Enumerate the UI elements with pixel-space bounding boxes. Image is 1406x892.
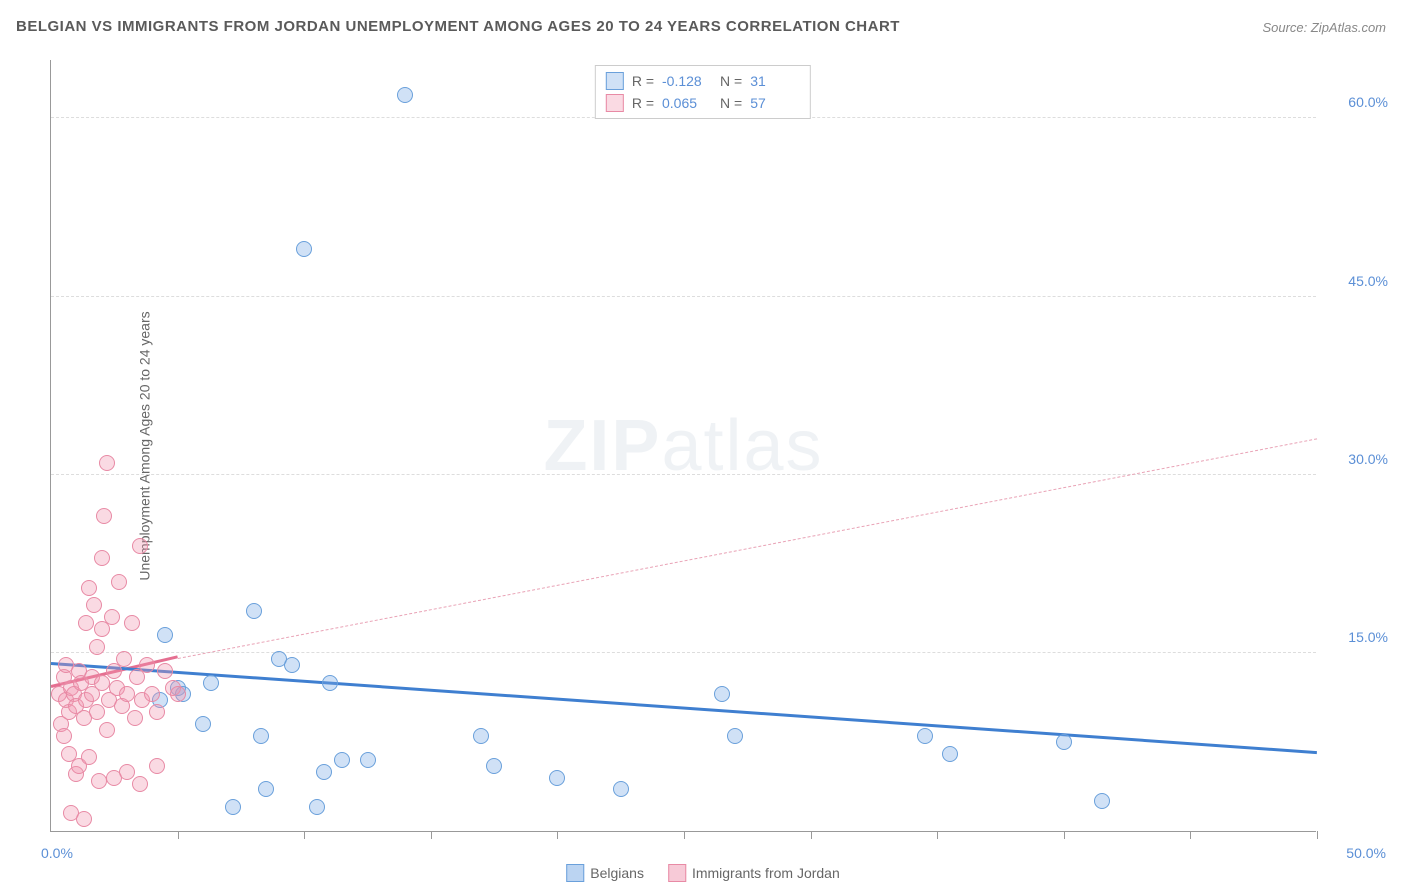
data-point [86,597,102,613]
n-value: 31 [750,73,800,89]
legend-stat-row: R = -0.128 N = 31 [606,70,800,92]
data-point [81,580,97,596]
data-point [322,675,338,691]
chart-title: BELGIAN VS IMMIGRANTS FROM JORDAN UNEMPL… [16,18,900,35]
data-point [1094,793,1110,809]
data-point [253,728,269,744]
data-point [116,651,132,667]
legend-swatch [606,72,624,90]
r-value: -0.128 [662,73,712,89]
data-point [94,621,110,637]
y-tick-label: 60.0% [1348,94,1388,110]
data-point [89,704,105,720]
legend-label: Immigrants from Jordan [692,865,840,881]
data-point [76,811,92,827]
data-point [149,704,165,720]
data-point [132,776,148,792]
data-point [284,657,300,673]
r-value: 0.065 [662,95,712,111]
r-label: R = [632,73,654,89]
gridline [51,652,1316,653]
gridline [51,296,1316,297]
source-label: Source: ZipAtlas.com [1262,20,1386,35]
data-point [258,781,274,797]
data-point [94,675,110,691]
data-point [360,752,376,768]
plot-area: ZIPatlas 15.0%30.0%45.0%60.0%0.0%50.0% [50,60,1316,832]
x-tick [684,831,685,839]
data-point [246,603,262,619]
data-point [127,710,143,726]
data-point [91,773,107,789]
legend-stat-row: R = 0.065 N = 57 [606,92,800,114]
legend-bottom: Belgians Immigrants from Jordan [566,864,840,882]
legend-item: Belgians [566,864,644,882]
y-tick-label: 30.0% [1348,451,1388,467]
legend-swatch [606,94,624,112]
r-label: R = [632,95,654,111]
data-point [1056,734,1072,750]
data-point [56,728,72,744]
legend-stats: R = -0.128 N = 31 R = 0.065 N = 57 [595,65,811,119]
data-point [139,657,155,673]
data-point [144,686,160,702]
data-point [225,799,241,815]
data-point [99,455,115,471]
x-tick [1190,831,1191,839]
data-point [486,758,502,774]
n-value: 57 [750,95,800,111]
data-point [473,728,489,744]
n-label: N = [720,95,742,111]
data-point [157,627,173,643]
data-point [316,764,332,780]
x-tick [1064,831,1065,839]
legend-item: Immigrants from Jordan [668,864,840,882]
data-point [195,716,211,732]
data-point [99,722,115,738]
x-tick [178,831,179,839]
legend-label: Belgians [590,865,644,881]
n-label: N = [720,73,742,89]
x-tick [811,831,812,839]
data-point [78,615,94,631]
x-tick [557,831,558,839]
data-point [309,799,325,815]
data-point [942,746,958,762]
data-point [124,615,140,631]
data-point [132,538,148,554]
data-point [94,550,110,566]
data-point [549,770,565,786]
data-point [714,686,730,702]
y-tick-label: 45.0% [1348,273,1388,289]
data-point [157,663,173,679]
data-point [296,241,312,257]
y-tick-label: 15.0% [1348,629,1388,645]
data-point [119,764,135,780]
x-tick-label-max: 50.0% [1346,845,1386,861]
data-point [119,686,135,702]
legend-swatch [566,864,584,882]
x-tick [1317,831,1318,839]
trend-line [177,438,1317,659]
data-point [149,758,165,774]
x-tick [304,831,305,839]
x-tick [937,831,938,839]
data-point [613,781,629,797]
data-point [96,508,112,524]
data-point [397,87,413,103]
data-point [81,749,97,765]
x-tick-label-min: 0.0% [41,845,73,861]
data-point [334,752,350,768]
data-point [727,728,743,744]
legend-swatch [668,864,686,882]
data-point [203,675,219,691]
x-tick [431,831,432,839]
data-point [111,574,127,590]
data-point [170,686,186,702]
data-point [917,728,933,744]
data-point [89,639,105,655]
trend-line [51,662,1317,754]
